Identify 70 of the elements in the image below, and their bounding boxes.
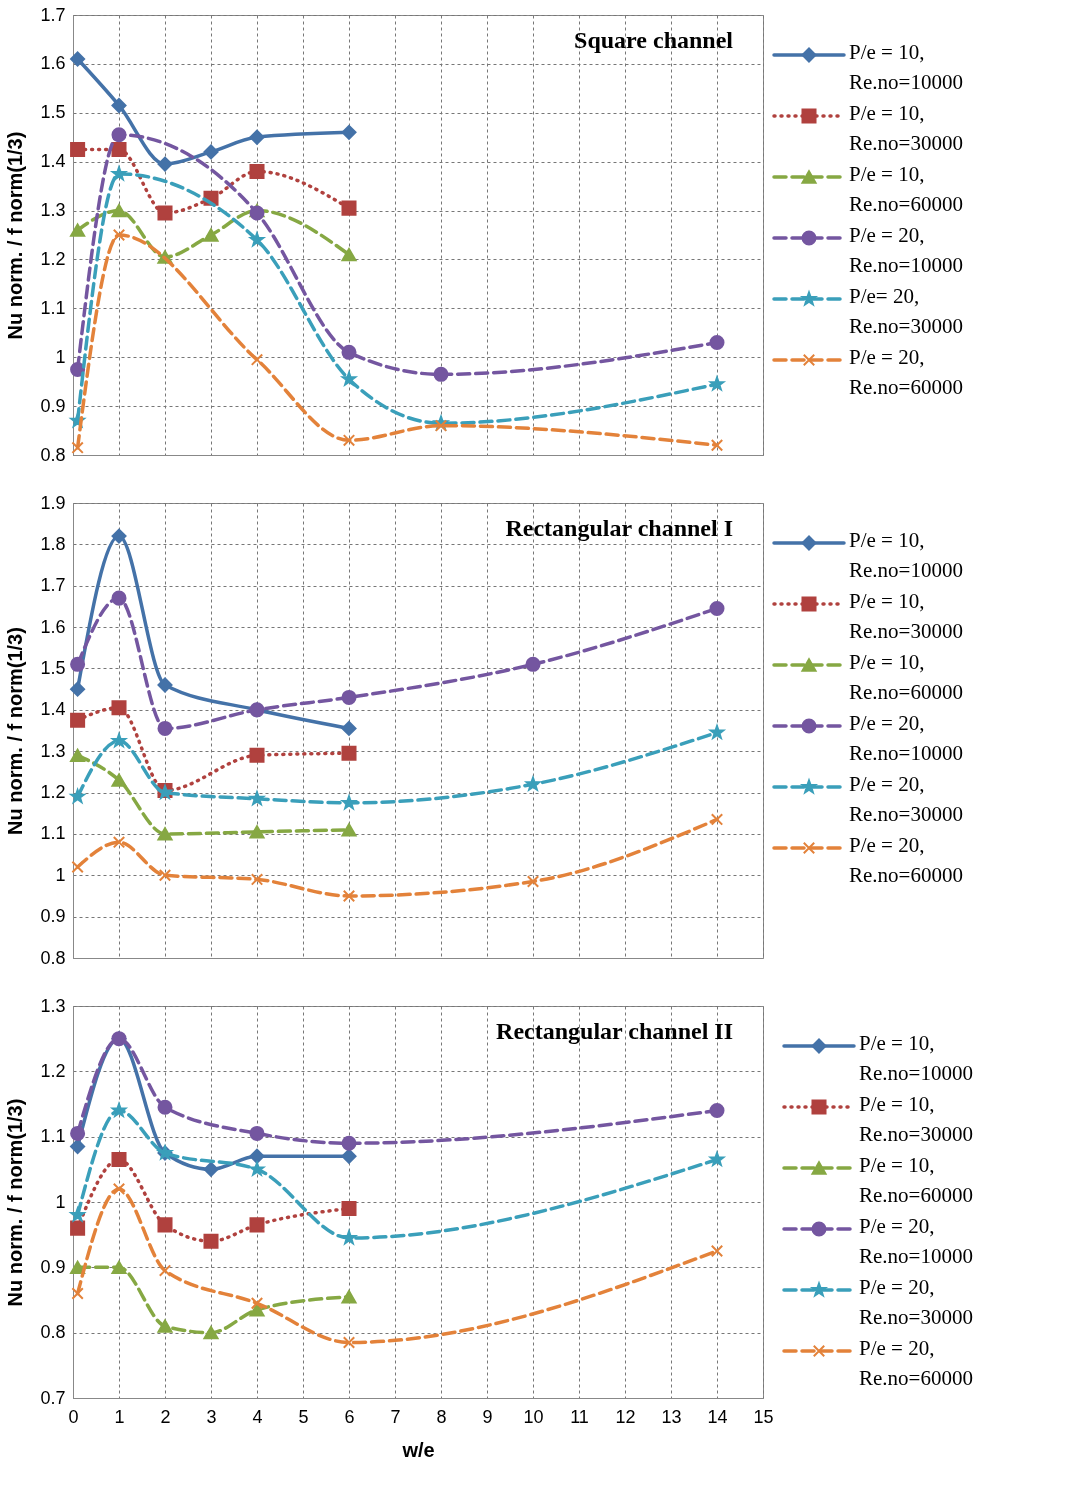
y-tick-label: 0.9: [40, 906, 66, 927]
y-tick-label: 1.7: [40, 575, 66, 596]
y-tick-label: 0.8: [40, 1322, 66, 1343]
y-tick-label: 1.7: [40, 4, 66, 25]
legend-label: P/e = 20, Re.no=30000: [849, 772, 963, 826]
y-axis-title: Nu norm. / f norm(1/3): [4, 131, 27, 340]
x-axis-title: w/e: [401, 1438, 435, 1461]
y-tick-label: 1: [55, 346, 66, 367]
y-tick-label: 1.3: [40, 995, 66, 1016]
x-tick-label: 12: [615, 1406, 636, 1427]
legend-label: P/e = 10, Re.no=60000: [859, 1153, 973, 1207]
y-axis-title: Nu norm. / f norm(1/3): [4, 1098, 27, 1307]
y-tick-label: 1.9: [40, 492, 66, 513]
y-tick-label: 1.2: [40, 248, 66, 269]
y-tick-label: 1.6: [40, 53, 66, 74]
y-tick-label: 1.1: [40, 297, 66, 318]
x-tick-label: 6: [344, 1406, 355, 1427]
x-tick-label: 15: [753, 1406, 774, 1427]
y-tick-label: 1.1: [40, 823, 66, 844]
x-tick-label: 0: [68, 1406, 79, 1427]
y-tick-label: 1.5: [40, 657, 66, 678]
legend-label: P/e = 10, Re.no=30000: [849, 101, 963, 155]
legend-label: P/e = 20, Re.no=30000: [859, 1275, 973, 1329]
y-tick-label: 1.5: [40, 102, 66, 123]
legend-label: P/e = 10, Re.no=60000: [849, 162, 963, 216]
legend-label: P/e= 20, Re.no=30000: [849, 284, 963, 338]
x-tick-label: 1: [114, 1406, 125, 1427]
legend-label: P/e = 10, Re.no=60000: [849, 650, 963, 704]
text: Rectangular channel II: [496, 1018, 733, 1044]
y-tick-label: 0.7: [40, 1387, 66, 1408]
legend-label: P/e = 20, Re.no=10000: [849, 711, 963, 765]
y-tick-label: 1: [55, 1191, 66, 1212]
x-tick-label: 3: [206, 1406, 217, 1427]
x-tick-label: 7: [390, 1406, 401, 1427]
x-tick-label: 2: [160, 1406, 171, 1427]
y-tick-label: 0.9: [40, 395, 66, 416]
y-tick-label: 1.3: [40, 200, 66, 221]
legend-label: P/e = 10, Re.no=30000: [859, 1092, 973, 1146]
legend-label: P/e = 20, Re.no=60000: [859, 1336, 973, 1390]
y-tick-label: 1.2: [40, 1060, 66, 1081]
x-tick-label: 14: [707, 1406, 728, 1427]
y-tick-label: 1: [55, 864, 66, 885]
y-tick-label: 0.9: [40, 1256, 66, 1277]
text: Rectangular channel I: [505, 515, 733, 541]
y-tick-label: 1.4: [40, 699, 66, 720]
y-axis-title: Nu norm. / f norm(1/3): [4, 627, 27, 835]
legend-label: P/e = 20, Re.no=10000: [859, 1214, 973, 1268]
x-tick-label: 4: [252, 1406, 263, 1427]
text: Square channel: [574, 27, 734, 53]
x-tick-label: 11: [570, 1406, 589, 1427]
y-tick-label: 0.8: [40, 947, 66, 968]
x-tick-label: 13: [661, 1406, 682, 1427]
x-tick-label: 10: [523, 1406, 544, 1427]
legend-label: P/e = 20, Re.no=10000: [849, 223, 963, 277]
x-tick-label: 9: [482, 1406, 493, 1427]
y-tick-label: 1.3: [40, 740, 66, 761]
y-tick-label: 1.2: [40, 782, 66, 803]
y-tick-label: 1.4: [40, 151, 66, 172]
legend-label: P/e = 10, Re.no=10000: [849, 40, 963, 94]
x-tick-label: 5: [298, 1406, 309, 1427]
y-tick-label: 1.1: [40, 1126, 66, 1147]
legend-label: P/e = 20, Re.no=60000: [849, 833, 963, 887]
legend-label: P/e = 10, Re.no=10000: [859, 1031, 973, 1085]
legend-label: P/e = 10, Re.no=30000: [849, 589, 963, 643]
legend-label: P/e = 20, Re.no=60000: [849, 345, 963, 399]
legend-label: P/e = 10, Re.no=10000: [849, 528, 963, 582]
y-tick-label: 1.6: [40, 616, 66, 637]
y-tick-label: 1.8: [40, 533, 66, 554]
y-tick-label: 0.8: [40, 444, 66, 465]
x-tick-label: 8: [436, 1406, 447, 1427]
